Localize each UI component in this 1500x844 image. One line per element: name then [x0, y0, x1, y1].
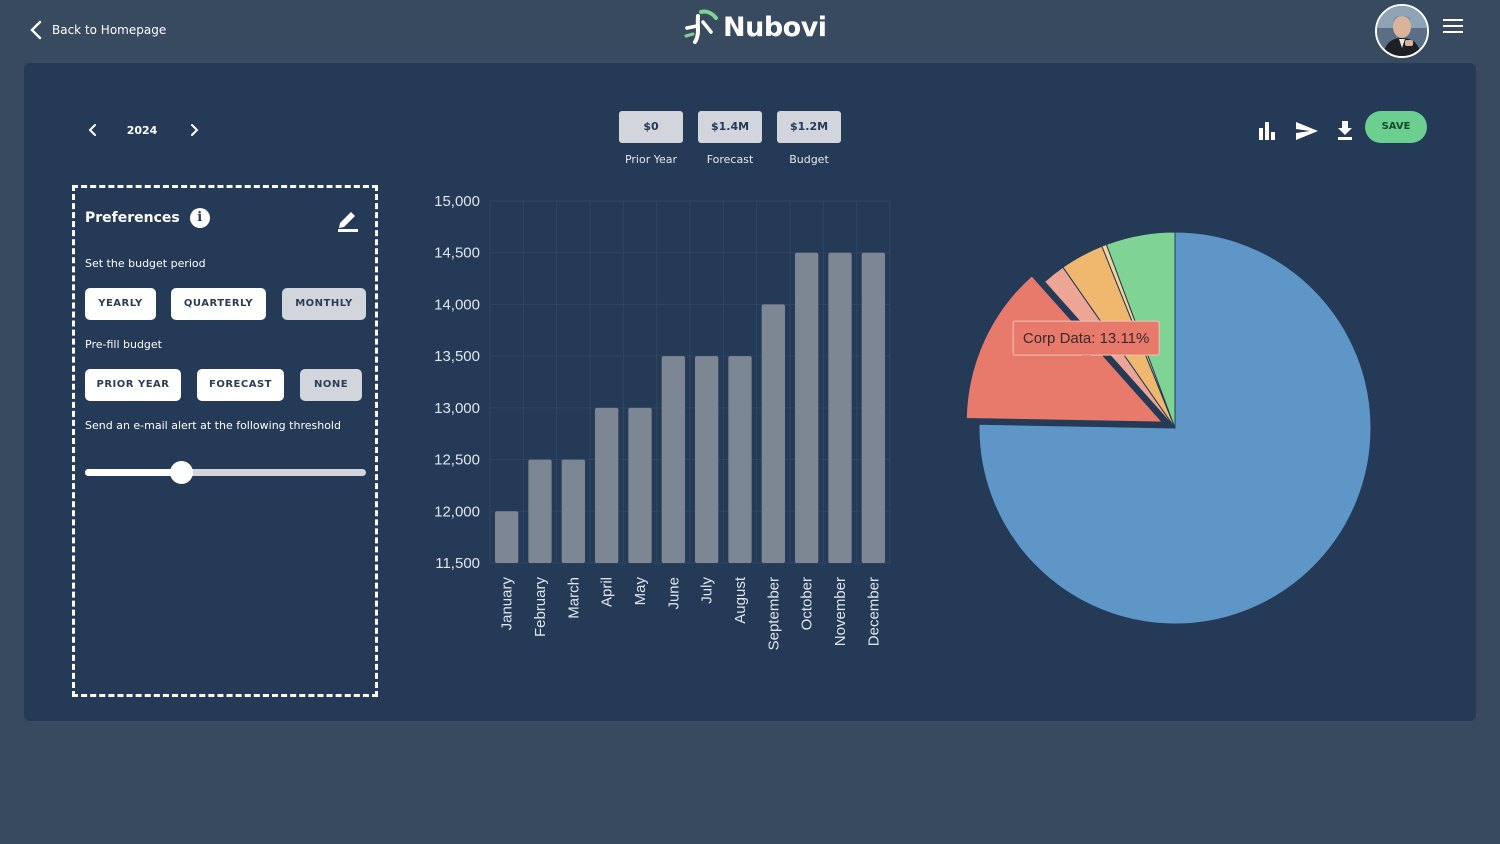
period-quarterly-button[interactable]: QUARTERLY — [171, 288, 266, 320]
tooltip-text: Corp Data: 13.11% — [1023, 330, 1149, 347]
y-tick-label: 12,000 — [434, 503, 480, 520]
y-tick-label: 13,500 — [434, 348, 480, 365]
year-label: 2024 — [126, 124, 158, 137]
menu-line — [1443, 19, 1463, 21]
bar[interactable] — [528, 459, 552, 563]
x-tick-label: November — [832, 577, 849, 646]
y-tick-label: 12,500 — [434, 452, 480, 469]
info-icon[interactable]: i — [189, 208, 210, 228]
tooltip-pointer — [1081, 355, 1092, 362]
bar[interactable] — [728, 356, 752, 563]
x-tick-label: September — [765, 577, 782, 650]
x-tick-label: April — [599, 577, 616, 607]
kpi-prior-year: $0 Prior Year — [619, 111, 683, 166]
bar[interactable] — [795, 252, 819, 563]
prefill-label: Pre-fill budget — [85, 338, 162, 351]
bar[interactable] — [761, 304, 785, 563]
bar[interactable] — [828, 252, 852, 563]
kpi-forecast-label: Forecast — [706, 153, 754, 166]
prefill-forecast-button[interactable]: FORECAST — [197, 369, 284, 401]
chart-grid — [489, 200, 891, 564]
x-tick-label: March — [565, 577, 582, 619]
x-tick-label: August — [732, 576, 749, 624]
budget-breakdown-pie-chart: Corp Data: 13.11% — [965, 231, 1372, 625]
pie-tooltip: Corp Data: 13.11% — [1012, 320, 1160, 362]
kpi-prior-year-label: Prior Year — [624, 153, 678, 166]
y-tick-label: 14,500 — [434, 245, 480, 262]
kpi-budget-label: Budget — [789, 153, 829, 166]
menu-line — [1443, 31, 1463, 33]
kpi-budget: $1.2M Budget — [777, 111, 841, 166]
back-to-homepage-link[interactable]: Back to Homepage — [30, 20, 166, 40]
period-monthly-button[interactable]: MONTHLY — [282, 288, 366, 320]
prefill-prior-year-button[interactable]: PRIOR YEAR — [85, 369, 181, 401]
preferences-title: Preferences — [85, 210, 180, 226]
bar[interactable] — [661, 356, 685, 563]
bar[interactable] — [695, 356, 719, 563]
chevron-left-icon — [30, 20, 42, 40]
previous-year-chevron-icon[interactable] — [88, 123, 98, 137]
alert-threshold-label: Send an e-mail alert at the following th… — [85, 419, 341, 432]
menu-line — [1443, 25, 1463, 27]
alert-threshold-slider[interactable] — [85, 461, 366, 484]
slider-fill — [85, 469, 181, 476]
monthly-budget-bar-chart: 11,500 12,000 12,500 13,000 13,500 14,000 14,5… — [434, 193, 891, 650]
bar[interactable] — [595, 407, 619, 563]
save-button[interactable]: SAVE — [1365, 111, 1427, 143]
x-tick-label: February — [532, 577, 549, 638]
x-tick-label: October — [799, 577, 816, 630]
kpi-prior-year-value[interactable]: $0 — [619, 111, 683, 143]
preferences-heading: Preferences i — [85, 208, 210, 228]
year-navigator: 2024 — [84, 120, 204, 142]
send-icon[interactable] — [1295, 121, 1319, 141]
budget-period-label: Set the budget period — [85, 257, 206, 270]
bar[interactable] — [628, 407, 652, 563]
slider-thumb[interactable] — [169, 461, 193, 484]
kpi-forecast-value[interactable]: $1.4M — [698, 111, 762, 143]
kpi-forecast: $1.4M Forecast — [698, 111, 762, 166]
edit-pencil-icon[interactable] — [337, 208, 359, 232]
bar[interactable] — [495, 511, 519, 563]
y-tick-label: 14,000 — [434, 296, 480, 313]
x-tick-label: December — [865, 577, 882, 646]
prefill-none-button[interactable]: NONE — [300, 369, 362, 401]
y-tick-label: 15,000 — [434, 193, 480, 210]
menu-icon[interactable] — [1443, 19, 1463, 35]
x-tick-label: January — [499, 577, 516, 631]
preferences-card: Preferences i Set the budget period YEAR… — [72, 185, 378, 697]
bar-chart-icon[interactable] — [1259, 122, 1277, 140]
download-icon[interactable] — [1337, 121, 1353, 141]
kpi-budget-value[interactable]: $1.2M — [777, 111, 841, 143]
top-bar: Back to Homepage Nubovi — [0, 0, 1500, 62]
nubovi-logo: Nubovi — [683, 8, 827, 46]
user-avatar[interactable] — [1375, 4, 1429, 58]
period-yearly-button[interactable]: YEARLY — [85, 288, 156, 320]
y-tick-label: 13,000 — [434, 400, 480, 417]
next-year-chevron-icon[interactable] — [189, 123, 199, 137]
x-tick-label: June — [665, 577, 682, 610]
back-link-label: Back to Homepage — [52, 23, 167, 37]
bar[interactable] — [861, 252, 885, 563]
x-tick-label: July — [699, 577, 716, 604]
y-tick-label: 11,500 — [435, 555, 480, 572]
logo-mark-icon — [684, 9, 718, 44]
pie-slice[interactable] — [978, 231, 1372, 625]
avatar-image — [1377, 6, 1427, 56]
bar[interactable] — [561, 459, 585, 563]
logo-text: Nubovi — [723, 11, 827, 43]
x-tick-label: May — [632, 577, 649, 606]
